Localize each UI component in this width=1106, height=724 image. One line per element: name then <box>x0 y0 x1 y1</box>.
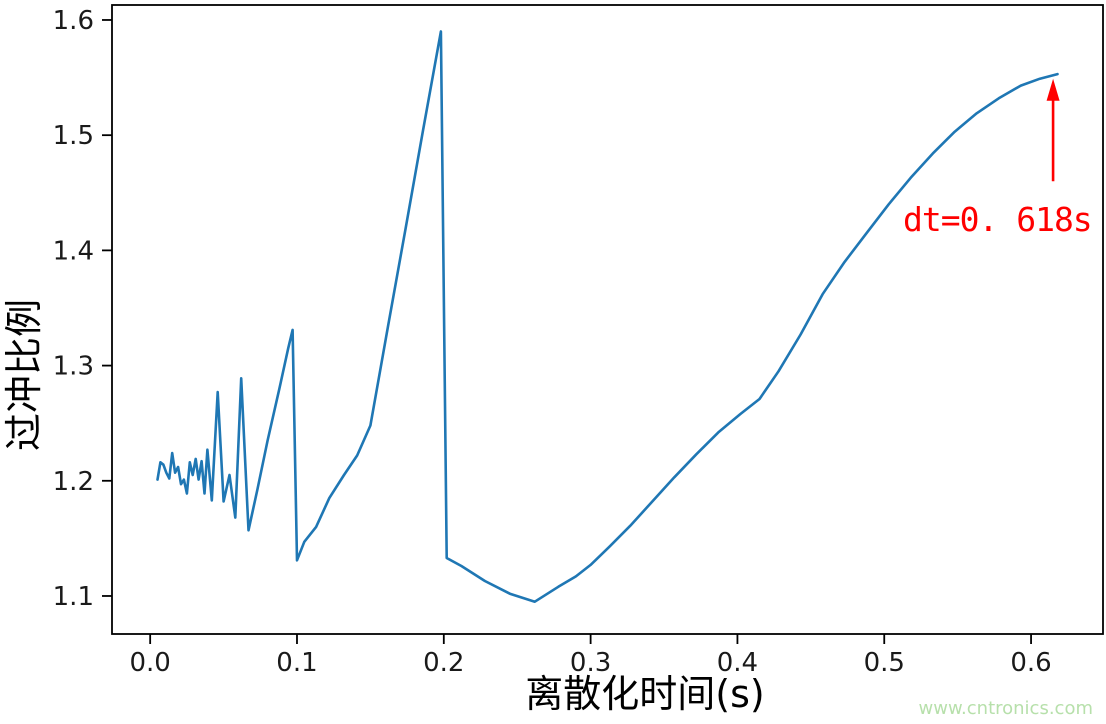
x-tick-label: 0.1 <box>276 648 317 678</box>
x-tick-label: 0.4 <box>717 648 758 678</box>
y-axis: 1.1 1.2 1.3 1.4 1.5 1.6 <box>53 6 112 612</box>
x-tick-label: 0.6 <box>1010 648 1051 678</box>
x-axis: 0.0 0.1 0.2 0.3 0.4 0.5 0.6 <box>129 634 1052 678</box>
y-tick-label: 1.6 <box>53 6 94 36</box>
x-tick-label: 0.3 <box>570 648 611 678</box>
y-tick-label: 1.4 <box>53 236 94 266</box>
x-tick-label: 0.5 <box>864 648 905 678</box>
y-tick-label: 1.1 <box>53 582 94 612</box>
x-tick-label: 0.0 <box>129 648 170 678</box>
y-tick-label: 1.2 <box>53 467 94 497</box>
x-axis-label: 离散化时间(s) <box>525 672 765 716</box>
data-line <box>156 30 1059 603</box>
y-tick-label: 1.3 <box>53 352 94 382</box>
watermark: www.cntronics.com <box>918 698 1093 719</box>
annotation-arrow-icon <box>1046 78 1060 182</box>
x-tick-label: 0.2 <box>423 648 464 678</box>
plot-border <box>111 4 1104 635</box>
y-tick-label: 1.5 <box>53 121 94 151</box>
annotation-text: dt=0. 618s <box>903 200 1093 239</box>
y-axis-label: 过冲比例 <box>2 298 46 452</box>
